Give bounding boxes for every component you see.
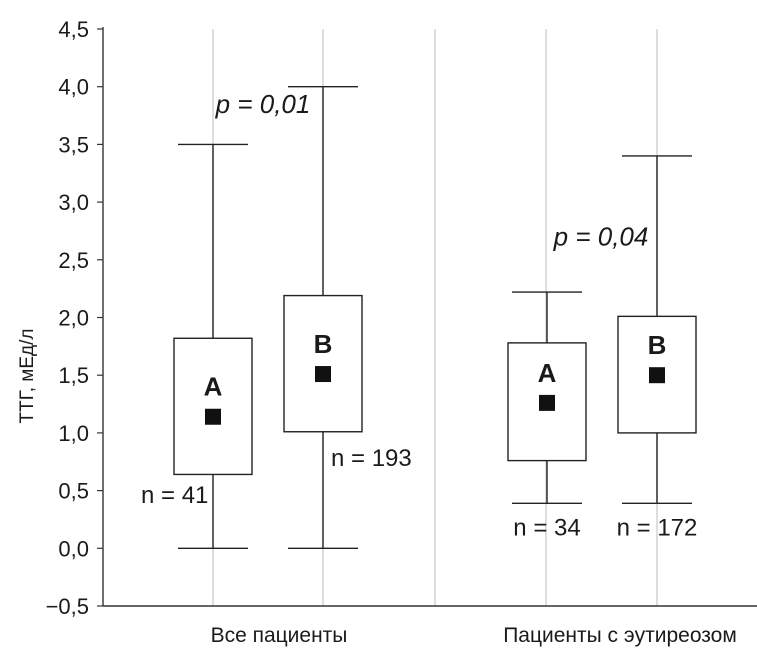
y-tick-label: 1,5 [58, 363, 89, 388]
y-tick-label: 3,0 [58, 190, 89, 215]
n-label: n = 172 [617, 514, 698, 541]
y-ticks: −0,5 0,0 0,5 1,0 1,5 2,0 2,5 3,0 3,5 4,0 4,5 [46, 17, 103, 619]
p-value-label: p = 0,01 [215, 89, 311, 119]
mean-marker [315, 366, 331, 383]
mean-marker [205, 408, 221, 425]
y-axis-label: ТТГ, мЕд/л [17, 329, 38, 424]
p-value-label: p = 0,04 [553, 222, 649, 252]
box-label: A [204, 372, 223, 402]
box-label: B [648, 330, 667, 360]
y-tick-label: 0,0 [58, 536, 89, 561]
axes [102, 27, 757, 607]
n-label: n = 193 [331, 445, 412, 472]
annotations: p = 0,01 p = 0,04 [215, 89, 649, 252]
y-tick-label: 1,0 [58, 421, 89, 446]
category-labels: Все пациенты Пациенты с эутиреозом [211, 624, 737, 647]
y-tick-label: 2,0 [58, 306, 89, 331]
y-tick-label: 3,5 [58, 132, 89, 157]
y-tick-label: 0,5 [58, 479, 89, 504]
y-tick-label: −0,5 [46, 594, 89, 619]
n-label: n = 41 [141, 482, 208, 509]
mean-marker [649, 367, 665, 384]
y-tick-label: 4,0 [58, 75, 89, 100]
box-label: A [538, 358, 557, 388]
mean-marker [539, 394, 555, 411]
n-label: n = 34 [513, 514, 580, 541]
category-label: Все пациенты [211, 624, 348, 647]
y-tick-label: 4,5 [58, 17, 89, 42]
boxes: An = 41 Bn = 193 An = 34 Bn = 172 [141, 85, 698, 549]
y-tick-label: 2,5 [58, 248, 89, 273]
box-iqr [283, 294, 363, 433]
box-iqr [173, 337, 253, 476]
category-label: Пациенты с эутиреозом [503, 624, 737, 647]
box-label: B [314, 329, 333, 359]
